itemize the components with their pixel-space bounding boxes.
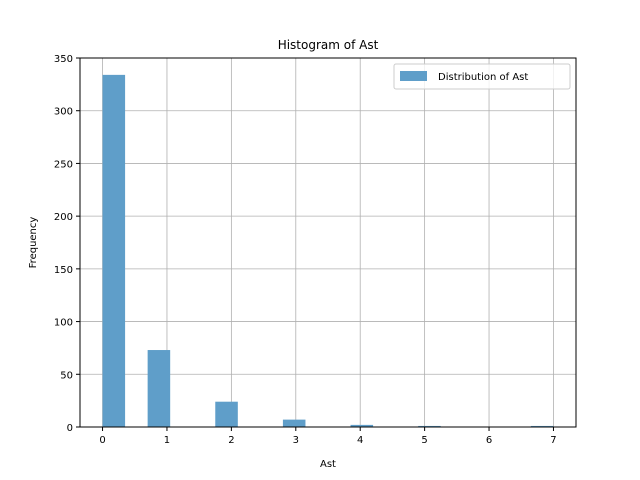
y-tick-label: 300 [54,107,73,118]
histogram-bar [530,425,554,427]
histogram-bar [418,425,441,427]
x-tick-label: 3 [293,435,299,446]
x-tick-label: 1 [164,435,170,446]
y-tick-label: 250 [54,159,73,170]
histogram-bar [350,424,374,427]
legend-label: Distribution of Ast [438,72,528,83]
grid-lines [80,57,576,428]
legend-box [393,63,571,90]
x-tick-label: 7 [550,435,556,446]
y-axis-label: Frequency [28,217,39,269]
chart-title: Histogram of Ast [278,38,379,52]
bars [102,74,554,428]
y-tick-label: 350 [54,54,73,65]
histogram-bar [147,350,171,427]
histogram-bar [102,74,126,428]
plot-frame [79,57,577,428]
y-axis-ticks: 0 50 100 150 200 250 300 350 [54,54,80,434]
x-tick-label: 0 [99,435,105,446]
legend: Distribution of Ast [393,63,571,90]
x-tick-label: 2 [228,435,234,446]
x-axis-label: Ast [320,459,336,470]
x-tick-label: 5 [421,435,427,446]
legend-swatch [400,71,427,81]
x-tick-label: 6 [486,435,492,446]
histogram-bar [215,401,238,427]
y-tick-label: 200 [54,212,73,223]
y-tick-label: 100 [54,318,73,329]
y-tick-label: 0 [67,423,73,434]
x-tick-label: 4 [357,435,363,446]
y-tick-label: 150 [54,265,73,276]
y-tick-label: 50 [60,370,73,381]
histogram-bar [282,419,306,427]
x-axis-ticks: 0 1 2 3 4 5 6 7 [99,427,557,446]
